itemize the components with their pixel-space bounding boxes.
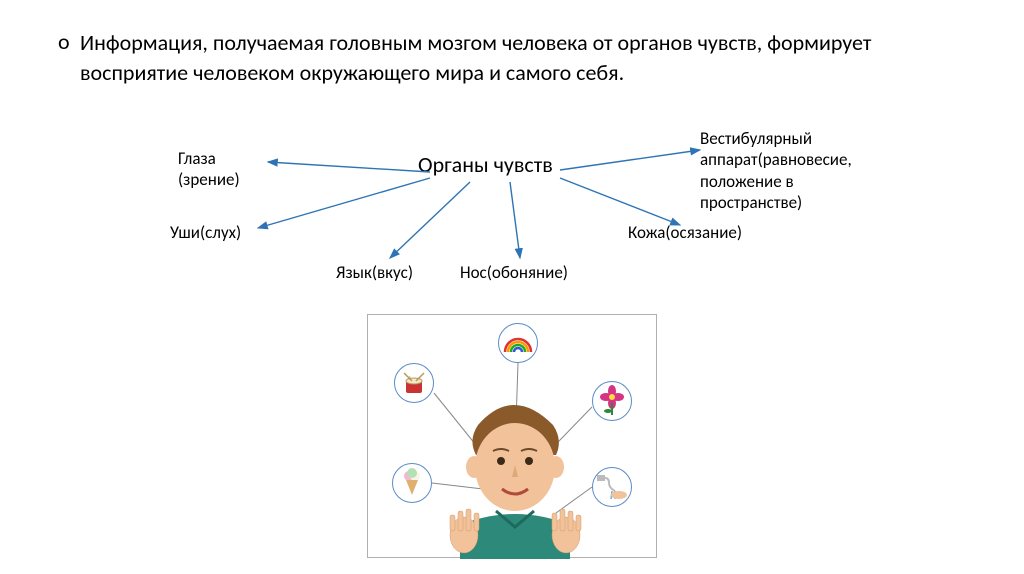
bullet-marker: o (58, 28, 70, 55)
rainbow-icon (498, 323, 538, 363)
icecream-icon (392, 463, 432, 503)
arrow-nose (510, 182, 520, 258)
water-icon (592, 467, 632, 507)
node-skin: Кожа(осязание) (628, 222, 788, 243)
node-nose: Нос(обоняние) (460, 262, 610, 283)
intro-paragraph: Информация, получаемая головным мозгом ч… (80, 28, 954, 87)
node-vestib: Вестибулярныйаппарат(равновесие,положени… (700, 128, 910, 213)
drum-icon: ♪ (394, 363, 434, 403)
arrow-tongue (390, 182, 470, 258)
arrow-ears (258, 178, 430, 228)
diagram-title: Органы чувств (418, 151, 553, 178)
arrow-vestib (560, 150, 700, 170)
node-eyes: Глаза(зрение) (178, 148, 268, 191)
svg-text:♪: ♪ (408, 373, 411, 381)
arrow-eyes (268, 162, 430, 172)
senses-illustration: ♪ (367, 314, 657, 558)
node-tongue: Язык(вкус) (336, 262, 446, 283)
arrow-skin (560, 178, 680, 225)
flower-icon (592, 381, 632, 421)
node-ears: Уши(слух) (170, 222, 270, 243)
